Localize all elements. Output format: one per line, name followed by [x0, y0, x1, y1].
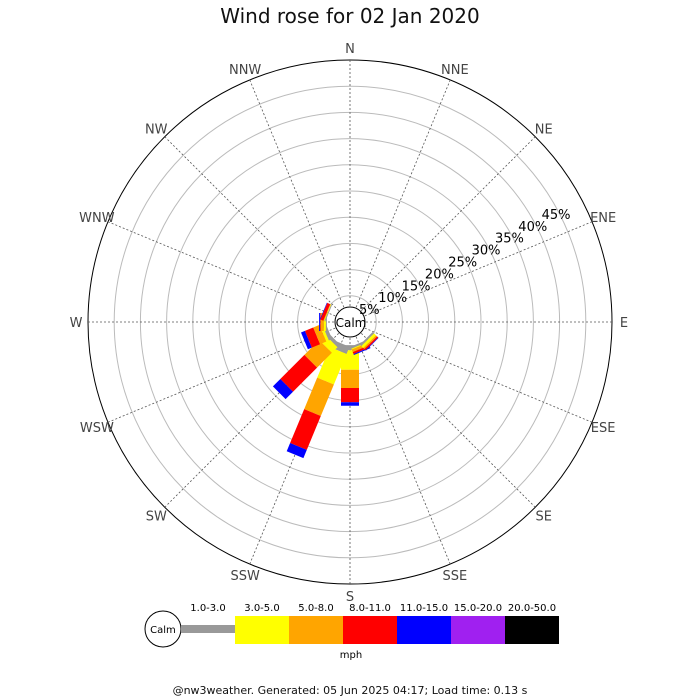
percent-label: 20%: [425, 267, 454, 282]
wind-bar-segment: [359, 331, 375, 347]
direction-label: W: [70, 316, 83, 331]
direction-label: ENE: [590, 211, 616, 226]
direction-labels: N NNE NE ENE E ESE SE SSE S SSW SW WSW W WNW NW NNW: [70, 42, 629, 605]
direction-label: S: [346, 590, 354, 605]
direction-label: N: [345, 42, 355, 57]
legend-swatch: [343, 616, 397, 644]
direction-label: E: [620, 316, 628, 331]
legend-bin-label: 1.0-3.0: [190, 603, 225, 614]
direction-label: WNW: [79, 211, 115, 226]
footer-credit: @nw3weather. Generated: 05 Jun 2025 04:1…: [172, 684, 528, 697]
direction-label: SSE: [442, 569, 467, 584]
legend-swatch: [505, 616, 559, 644]
wind-bar-segment: [319, 313, 321, 331]
legend-swatch: [289, 616, 343, 644]
wind-bar-segment: [323, 304, 332, 322]
direction-label: NE: [535, 122, 553, 137]
wind-bar-segment: [301, 330, 312, 350]
legend-calm-label: Calm: [150, 625, 176, 636]
wind-bar-segment: [320, 302, 331, 321]
legend-bin-label: 15.0-20.0: [454, 603, 502, 614]
wind-bar-segment: [304, 340, 332, 368]
legend-bin-label: 5.0-8.0: [298, 603, 333, 614]
direction-label: NNE: [441, 63, 469, 78]
percent-label: 5%: [359, 303, 380, 318]
wind-bar-segment: [317, 347, 347, 385]
wind-bar-segment: [320, 313, 321, 331]
direction-label: NW: [145, 122, 168, 137]
wind-bar-segment: [272, 379, 293, 400]
direction-label: NNW: [229, 63, 261, 78]
legend-bin-label: 8.0-11.0: [349, 603, 391, 614]
wind-bar-segment: [304, 377, 334, 416]
legend-bins: 1.0-3.0 3.0-5.0 5.0-8.0 8.0-11.0 11.0-15.0 15…: [181, 603, 559, 644]
calm-label: Calm: [336, 316, 367, 330]
percent-label: 25%: [448, 256, 477, 271]
wind-bar-segment: [286, 443, 307, 459]
legend-swatch: [451, 616, 505, 644]
wind-bar-segment: [313, 324, 327, 345]
wind-bars: [272, 302, 379, 459]
direction-label: WSW: [80, 421, 114, 436]
wind-bar-segment: [323, 304, 331, 321]
percent-labels: 5%10%15%20%25%30%35%40%45%: [359, 208, 571, 318]
wind-bar-segment: [280, 354, 318, 392]
percent-label: 45%: [542, 208, 571, 223]
calm-center: Calm: [334, 306, 367, 338]
grid-ring: [166, 138, 534, 506]
percent-label: 40%: [518, 220, 547, 235]
legend-swatch: [235, 616, 289, 644]
direction-label: SSW: [230, 569, 260, 584]
wind-bar-segment: [365, 337, 379, 351]
percent-label: 15%: [402, 279, 431, 294]
legend-bin-label: 3.0-5.0: [244, 603, 279, 614]
wind-bar-segment: [364, 336, 379, 351]
grid-ring: [113, 85, 587, 559]
wind-bar-segment: [341, 369, 359, 388]
legend-units: mph: [340, 650, 362, 661]
chart-title: Wind rose for 02 Jan 2020: [220, 4, 480, 28]
direction-label: SW: [146, 510, 167, 525]
direction-label: SE: [536, 510, 552, 525]
percent-label: 30%: [472, 244, 501, 259]
legend-swatch: [397, 616, 451, 644]
wind-bar-segment: [319, 302, 328, 320]
legend-bin-label: 11.0-15.0: [400, 603, 448, 614]
legend-bin-label: 20.0-50.0: [508, 603, 556, 614]
wind-bar-segment: [363, 335, 378, 350]
direction-label: ESE: [591, 421, 616, 436]
wind-bar-segment: [341, 388, 359, 403]
percent-label: 10%: [378, 291, 407, 306]
legend-swatch: [181, 625, 235, 633]
percent-label: 35%: [495, 232, 524, 247]
wind-bar-segment: [341, 402, 359, 406]
wind-bar-segment: [361, 333, 376, 348]
wind-bar-segment: [290, 409, 321, 450]
speed-legend: Calm 1.0-3.0 3.0-5.0 5.0-8.0 8.0-11.0 11.0-1…: [144, 603, 559, 661]
wind-bar-segment: [324, 304, 333, 322]
calm-circle: [334, 306, 366, 338]
grid-ring: [218, 190, 482, 454]
radial-grid: [87, 59, 613, 585]
wind-bar-segment: [304, 327, 320, 348]
